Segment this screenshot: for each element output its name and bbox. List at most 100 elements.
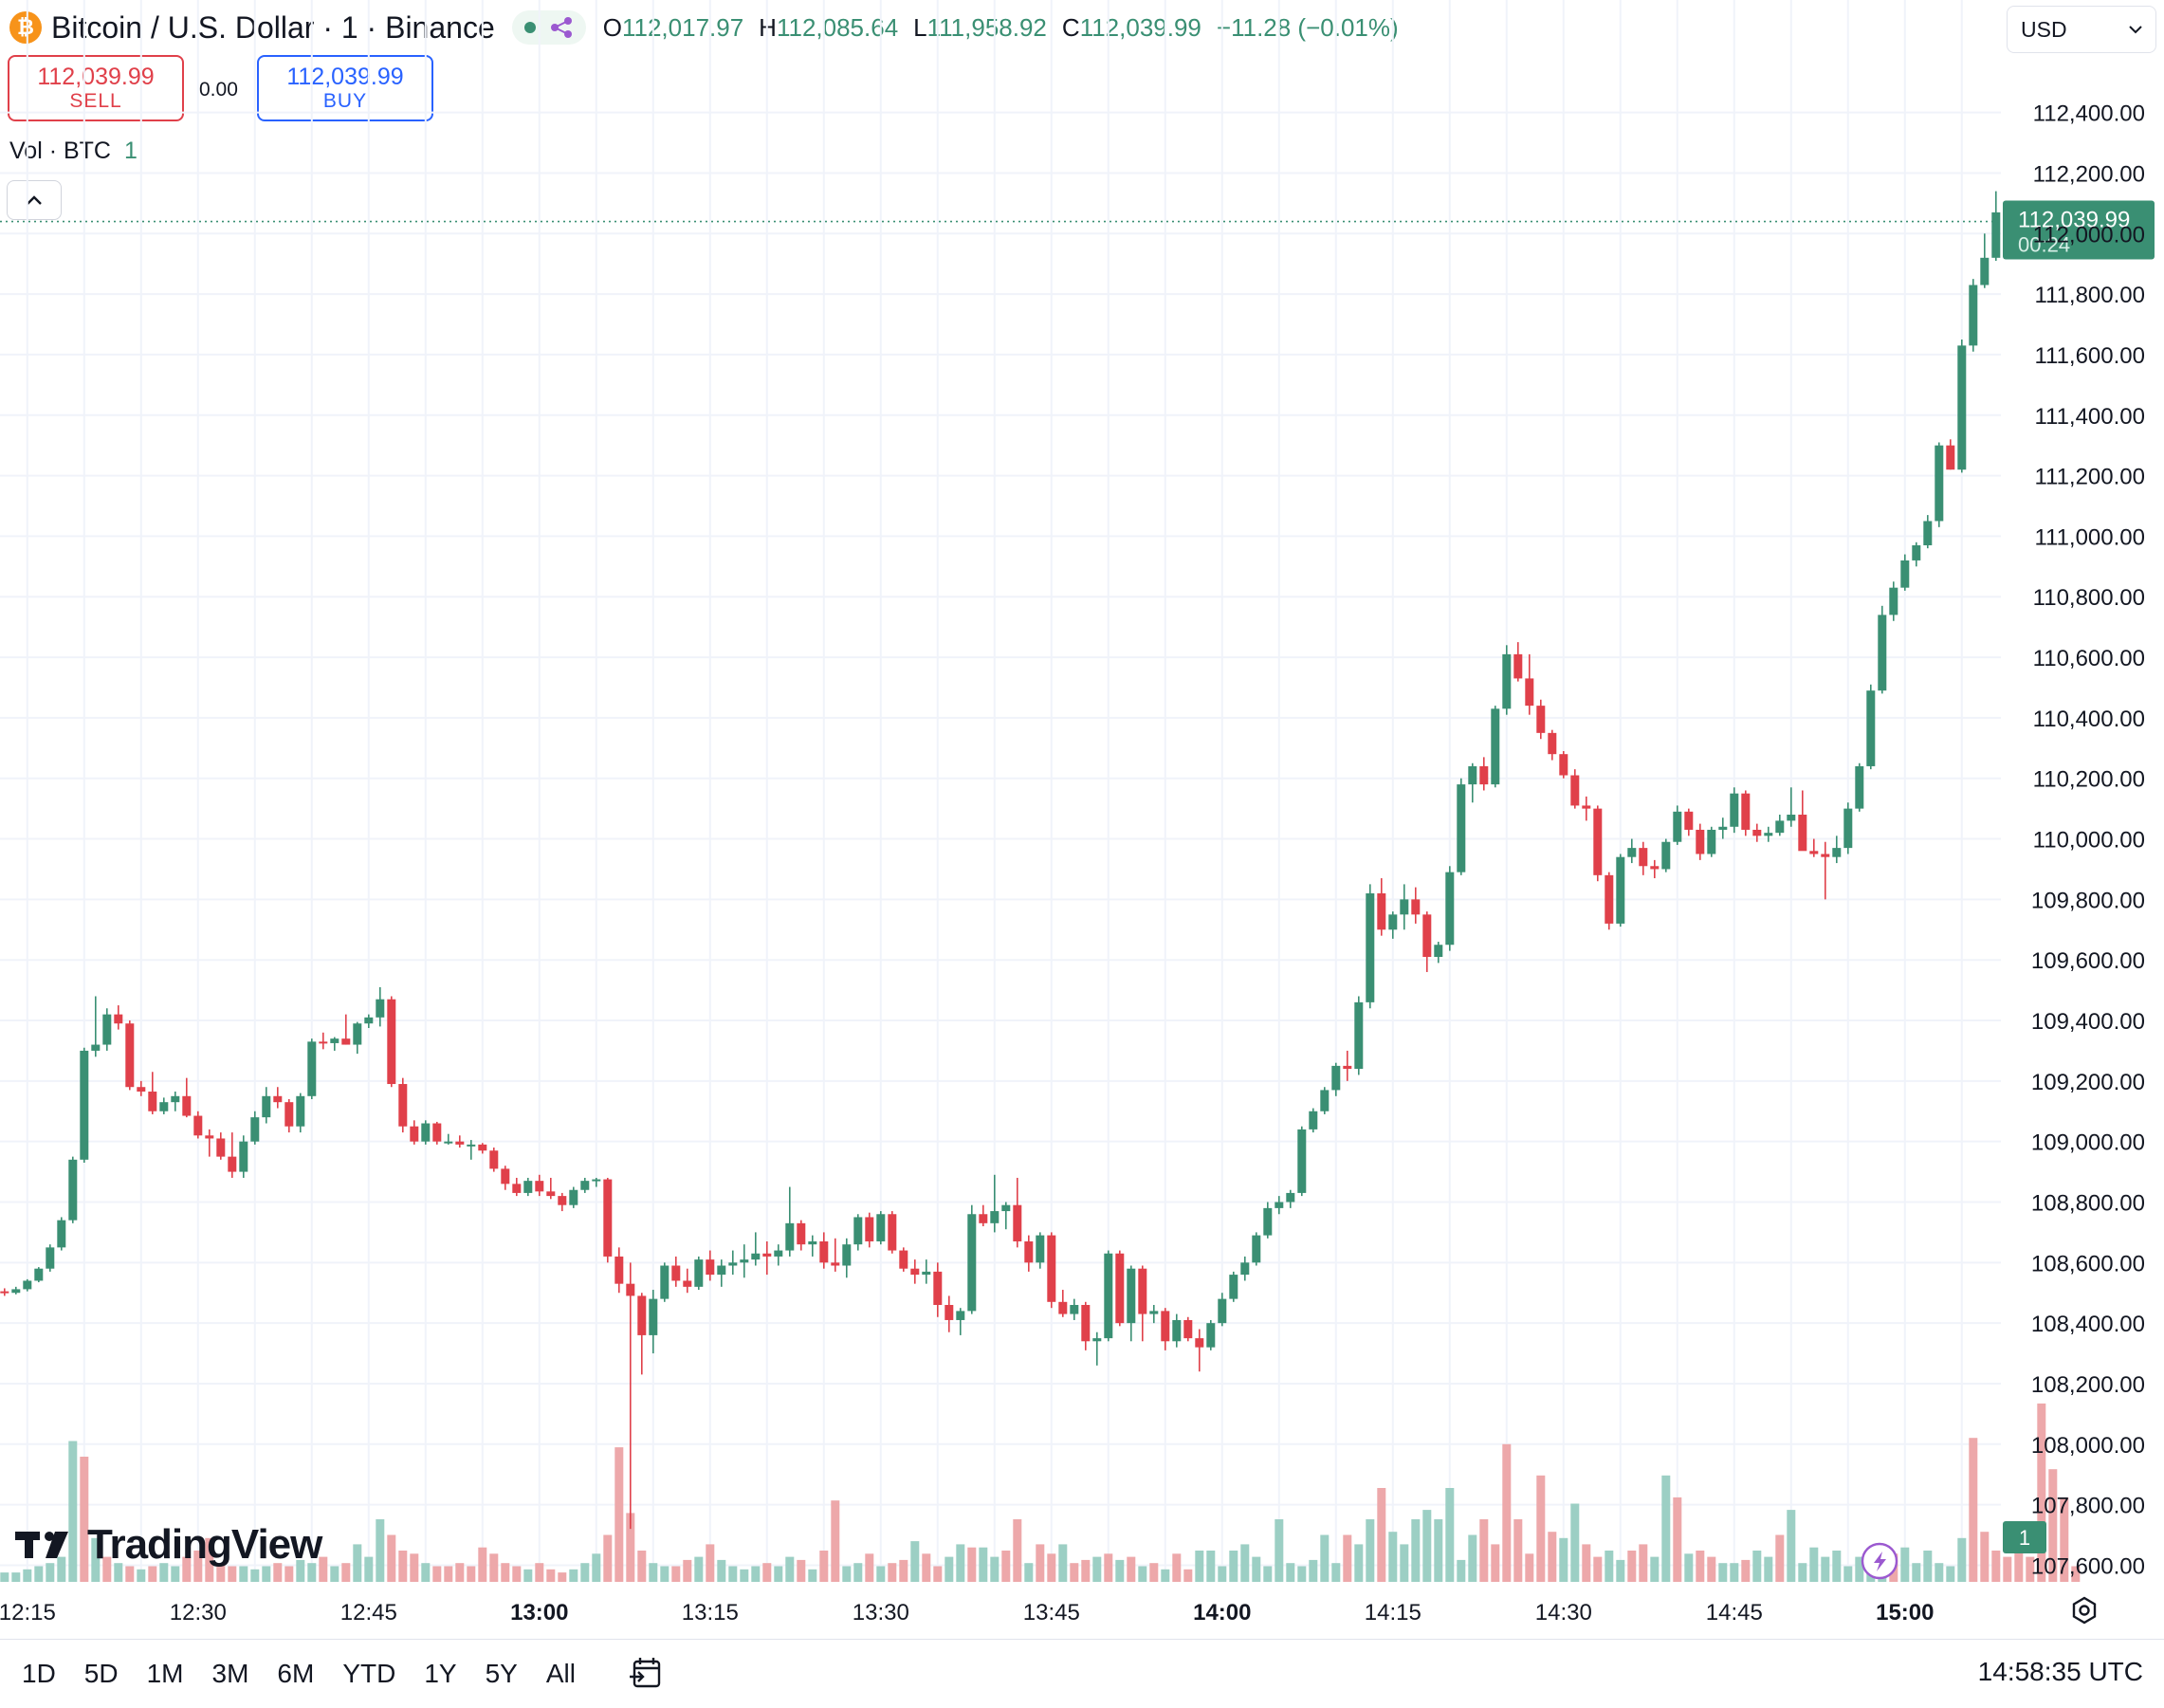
candle-body xyxy=(57,1220,66,1248)
volume-bar xyxy=(1058,1544,1068,1582)
candle xyxy=(1400,884,1409,930)
candle xyxy=(1946,439,1955,470)
candle-body xyxy=(1696,829,1705,854)
candle-body xyxy=(512,1184,522,1193)
candle-body xyxy=(159,1102,169,1111)
tradingview-logo[interactable]: TradingView xyxy=(13,1521,322,1569)
range-tab-1d[interactable]: 1D xyxy=(22,1659,56,1688)
volume-bar xyxy=(580,1563,590,1582)
buy-button[interactable]: 112,039.99 BUY xyxy=(257,55,433,121)
price-tick-label: 108,800.00 xyxy=(2031,1190,2145,1216)
candle-body xyxy=(626,1283,635,1296)
candle-body xyxy=(1240,1262,1250,1276)
symbol-header: ₿ Bitcoin / U.S. Dollar · 1 · Binance O1… xyxy=(0,0,1991,55)
volume-bar xyxy=(1696,1551,1705,1582)
volume-bar xyxy=(1331,1563,1341,1582)
price-tick-label: 110,400.00 xyxy=(2033,707,2145,732)
volume-bar xyxy=(717,1559,726,1582)
candle-body xyxy=(23,1280,32,1290)
volume-bar xyxy=(1070,1563,1079,1582)
volume-bars xyxy=(0,1403,2081,1582)
volume-bar xyxy=(444,1566,453,1582)
candle xyxy=(1809,838,1819,857)
candle xyxy=(706,1250,715,1281)
volume-bar xyxy=(933,1566,943,1582)
candle xyxy=(228,1132,237,1178)
range-tab-all[interactable]: All xyxy=(545,1659,576,1688)
candle xyxy=(1445,866,1455,951)
volume-bar xyxy=(80,1457,89,1582)
candle-body xyxy=(1491,708,1500,785)
volume-bar xyxy=(694,1556,704,1582)
candle xyxy=(1878,605,1887,694)
price-tick-label: 108,000.00 xyxy=(2031,1433,2145,1459)
volume-bar xyxy=(1309,1559,1318,1582)
candle-body xyxy=(1172,1319,1182,1342)
volume-bar xyxy=(501,1563,510,1582)
collapse-legend-button[interactable] xyxy=(7,180,62,220)
candle-body xyxy=(990,1211,999,1223)
range-tab-ytd[interactable]: YTD xyxy=(342,1659,396,1688)
volume-bar xyxy=(944,1556,954,1582)
candle-body xyxy=(1821,854,1830,857)
volume-bar xyxy=(1149,1563,1159,1582)
candle-body xyxy=(1855,765,1864,809)
candle xyxy=(216,1132,226,1160)
volume-bar xyxy=(34,1566,44,1582)
candle-body xyxy=(319,1041,328,1044)
volume-bar xyxy=(216,1563,226,1582)
sell-button[interactable]: 112,039.99 SELL xyxy=(8,55,184,121)
volume-bar xyxy=(410,1553,419,1582)
candle xyxy=(284,1098,294,1133)
volume-bar xyxy=(762,1563,772,1582)
volume-bar xyxy=(1536,1475,1546,1582)
candle-body xyxy=(387,999,396,1085)
candle-body xyxy=(1889,587,1898,615)
candle xyxy=(580,1177,590,1193)
candle-body xyxy=(102,1014,112,1045)
candle xyxy=(1536,699,1546,740)
candle xyxy=(671,1256,681,1287)
candle-body xyxy=(1457,784,1466,872)
candle-body xyxy=(1923,521,1933,545)
volume-bar xyxy=(1639,1544,1648,1582)
candle xyxy=(637,1293,647,1375)
volume-bar xyxy=(546,1569,556,1582)
candle-body xyxy=(1115,1253,1125,1324)
utc-clock[interactable]: 14:58:35 UTC xyxy=(1977,1657,2143,1686)
range-tab-5y[interactable]: 5Y xyxy=(485,1659,518,1688)
candle-body xyxy=(717,1265,726,1276)
candle xyxy=(159,1097,169,1114)
price-tick-label: 110,200.00 xyxy=(2033,767,2145,793)
market-status-pill[interactable] xyxy=(511,10,586,45)
symbol-title[interactable]: Bitcoin / U.S. Dollar · 1 · Binance xyxy=(51,9,495,45)
candle xyxy=(68,1156,78,1223)
range-tab-3m[interactable]: 3M xyxy=(211,1659,249,1688)
candle-body xyxy=(1127,1268,1136,1324)
range-tab-1m[interactable]: 1M xyxy=(146,1659,184,1688)
candle-body xyxy=(1730,793,1739,827)
candle-body xyxy=(262,1095,271,1118)
candle-body xyxy=(205,1135,214,1139)
price-tick-label: 110,000.00 xyxy=(2033,828,2145,854)
range-tab-5d[interactable]: 5D xyxy=(83,1659,119,1688)
sell-label: SELL xyxy=(69,90,122,113)
range-tab-6m[interactable]: 6M xyxy=(277,1659,315,1688)
volume-bar xyxy=(68,1441,78,1582)
date-range-picker-button[interactable] xyxy=(628,1656,664,1692)
currency-select[interactable]: USD xyxy=(2007,6,2156,53)
volume-bar xyxy=(46,1563,55,1582)
candle-body xyxy=(1991,211,2001,258)
candle xyxy=(626,1262,635,1530)
candle xyxy=(1388,911,1398,939)
time-tick-label: 14:45 xyxy=(1706,1600,1763,1625)
candle-body xyxy=(1570,775,1580,806)
candle-body xyxy=(1741,793,1751,830)
time-tick-label: 15:00 xyxy=(1876,1600,1934,1625)
candle xyxy=(831,1238,840,1272)
buy-label: BUY xyxy=(322,90,368,113)
price-tick-label: 107,800.00 xyxy=(2031,1494,2145,1519)
volume-bar xyxy=(1673,1497,1682,1582)
range-tab-1y[interactable]: 1Y xyxy=(424,1659,457,1688)
